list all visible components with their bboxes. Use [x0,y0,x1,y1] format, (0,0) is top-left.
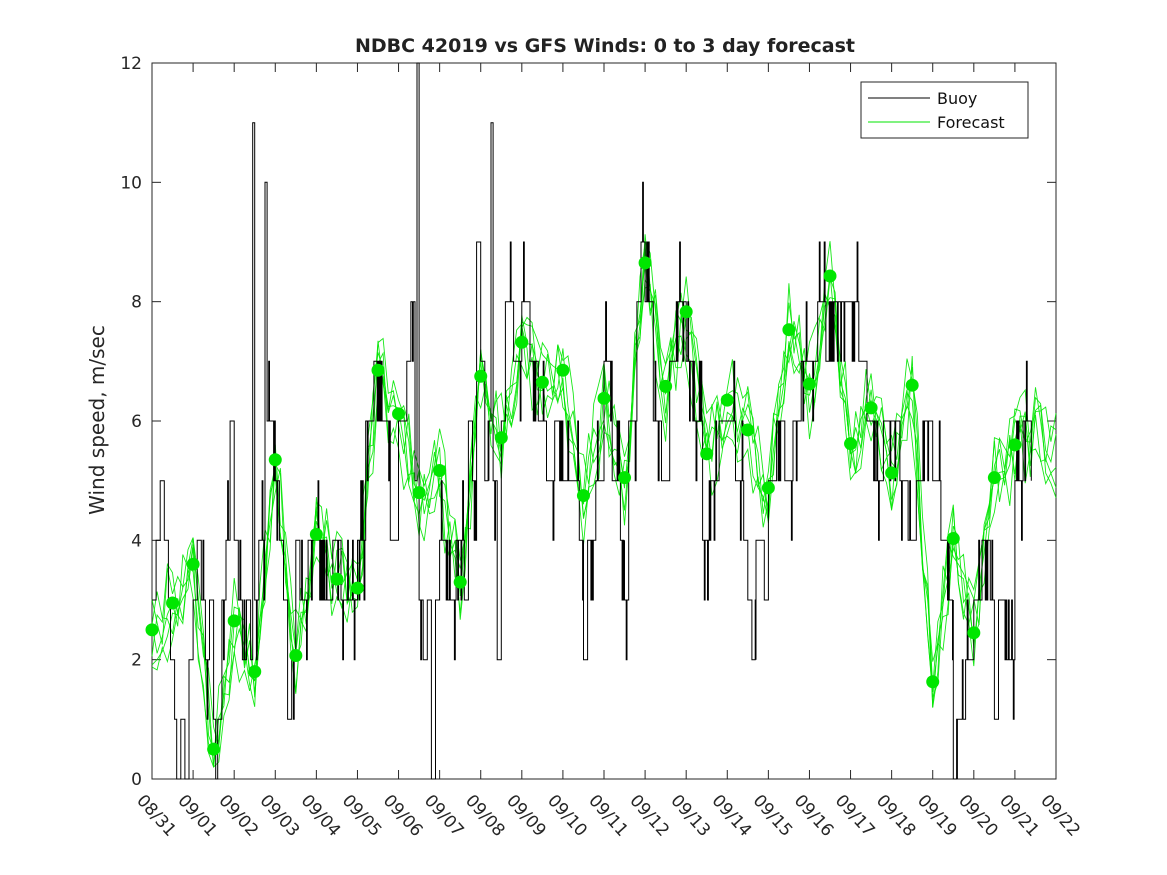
forecast-marker [864,401,878,415]
forecast-marker [700,447,714,461]
y-tick-label: 12 [120,54,142,74]
forecast-marker [309,527,323,541]
x-tick-label: 09/11 [584,791,632,841]
forecast-marker [885,466,899,480]
forecast-marker [248,665,262,679]
forecast-marker [823,269,837,283]
x-tick-label: 08/31 [132,791,180,841]
y-tick-label: 8 [131,293,142,313]
forecast-marker [186,557,200,571]
x-tick-label: 09/14 [708,791,756,841]
forecast-marker [1008,438,1022,452]
forecast-marker [926,675,940,689]
forecast-marker [638,256,652,270]
x-tick-label: 09/15 [749,791,797,841]
buoy-series-line [152,62,1032,780]
forecast-marker [946,532,960,546]
forecast-marker [350,581,364,595]
x-tick-label: 09/04 [297,791,345,841]
forecast-marker [741,423,755,437]
x-tick-label: 09/19 [913,791,961,841]
x-tick-label: 09/21 [995,791,1043,841]
forecast-marker [597,391,611,405]
forecast-marker [761,481,775,495]
x-tick-label: 09/07 [420,791,468,841]
x-tick-label: 09/02 [214,791,262,841]
forecast-marker [802,377,816,391]
forecast-marker [987,471,1001,485]
forecast-marker [330,572,344,586]
y-tick-label: 10 [120,173,142,193]
y-axis-label: Wind speed, m/sec [85,325,109,515]
forecast-marker [433,464,447,478]
plot-area: 02468101208/3109/0109/0209/0309/0409/050… [120,54,1084,841]
forecast-marker [535,375,549,389]
forecast-marker [967,626,981,640]
forecast-marker [659,379,673,393]
y-tick-label: 4 [131,531,142,551]
forecast-marker [207,742,221,756]
x-tick-label: 09/10 [543,791,591,841]
y-tick-label: 6 [131,412,142,432]
x-tick-label: 09/20 [954,791,1002,841]
x-tick-label: 09/06 [379,791,427,841]
forecast-marker [289,648,303,662]
x-tick-label: 09/03 [256,791,304,841]
forecast-marker [905,378,919,392]
forecast-marker [782,323,796,337]
forecast-marker [556,363,570,377]
x-tick-label: 09/13 [666,791,714,841]
forecast-marker [145,623,159,637]
forecast-marker [268,453,282,467]
y-tick-label: 0 [131,770,142,790]
x-tick-label: 09/16 [790,791,838,841]
x-tick-label: 09/01 [173,791,221,841]
x-tick-label: 09/22 [1036,791,1084,841]
forecast-marker [412,486,426,500]
y-tick-label: 2 [131,651,142,671]
x-tick-label: 09/09 [502,791,550,841]
x-tick-label: 09/12 [625,791,673,841]
chart-title: NDBC 42019 vs GFS Winds: 0 to 3 day fore… [355,35,855,57]
forecast-marker [720,393,734,407]
legend: Buoy Forecast [860,81,1029,139]
forecast-marker [515,335,529,349]
forecast-marker [392,407,406,421]
forecast-marker [679,305,693,319]
forecast-marker [227,614,241,628]
forecast-marker [576,489,590,503]
x-tick-label: 09/08 [461,791,509,841]
forecast-marker [618,471,632,485]
x-tick-label: 09/17 [831,791,879,841]
forecast-marker [166,596,180,610]
x-tick-label: 09/18 [872,791,920,841]
legend-forecast-label: Forecast [937,113,1005,132]
forecast-marker [371,363,385,377]
forecast-marker [474,369,488,383]
forecast-marker [494,431,508,445]
legend-box [860,81,1029,139]
forecast-marker [844,437,858,451]
x-tick-label: 09/05 [338,791,386,841]
legend-buoy-label: Buoy [937,89,977,108]
forecast-marker [453,575,467,589]
